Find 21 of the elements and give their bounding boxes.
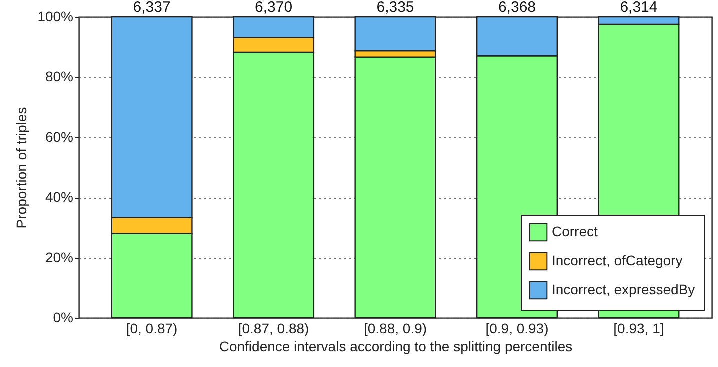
y-axis-title: Proportion of triples [14,107,30,229]
x-tick-label: [0.9, 0.93) [486,320,549,336]
x-tick-label: [0.88, 0.9) [364,320,428,336]
y-tick-label: 100% [38,8,74,24]
y-tick-label: 60% [45,128,74,145]
x-tick-label: [0.93, 1] [614,320,664,336]
x-tick-label: [0, 0.87) [126,320,178,336]
legend-label: Correct [552,224,598,240]
annotation: 6,337 [133,0,171,16]
y-tick-label: 40% [45,189,74,206]
annotation: 6,370 [254,0,293,16]
x-tick-label: [0.87, 0.88) [238,320,310,336]
annotation: 6,368 [498,0,536,16]
annotation: 6,335 [376,0,414,16]
y-tick-label: 0% [53,310,74,326]
y-tick-label: 20% [45,249,74,266]
y-tick-label: 80% [45,68,74,85]
legend-label: Incorrect, ofCategory [552,252,683,268]
annotation: 6,314 [620,0,658,16]
x-axis-title: Confidence intervals according to the splitting percentiles [219,338,573,354]
legend-label: Incorrect, expressedBy [552,282,696,298]
